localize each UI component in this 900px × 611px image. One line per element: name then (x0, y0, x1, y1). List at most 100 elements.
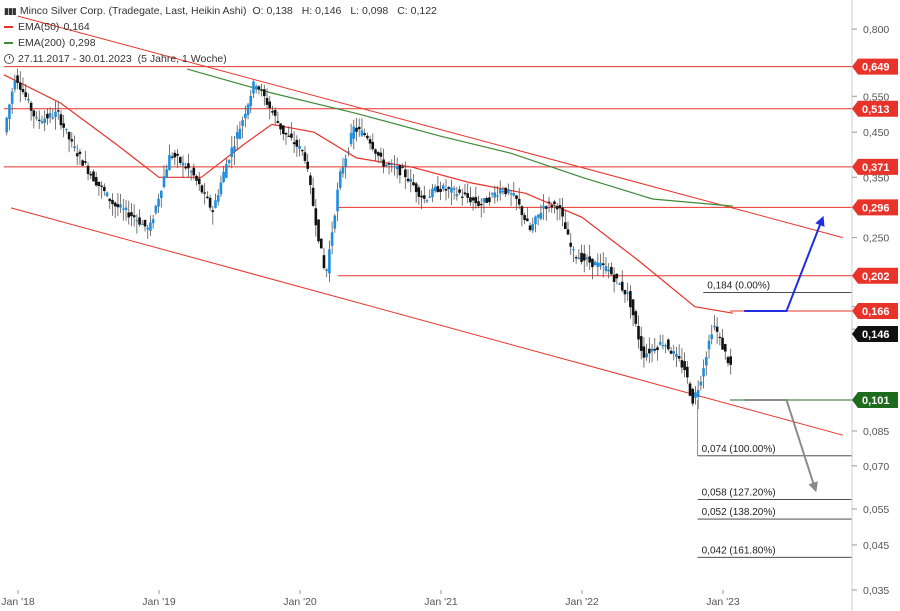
fib-label: 0,042 (161.80%) (702, 545, 776, 556)
y-tick-label: 0,450 (863, 127, 889, 139)
level-0101-badge-label: 0,101 (862, 395, 890, 407)
candle-up (35, 117, 38, 119)
candle-down (59, 114, 63, 126)
candle-up (450, 187, 453, 193)
candle-down (479, 203, 483, 206)
candle-down (715, 326, 719, 332)
candle-down (555, 206, 559, 210)
candle-up (713, 325, 716, 328)
candle-down (721, 337, 724, 350)
candle-down (94, 177, 98, 186)
candle-up (658, 341, 662, 345)
level-0166-badge-label: 0,166 (862, 306, 890, 318)
y-tick-label: 0,250 (863, 233, 889, 245)
candle-up (482, 198, 486, 203)
candle-up (596, 262, 600, 267)
candle-down (300, 149, 304, 152)
candle-up (390, 163, 394, 165)
candle-up (496, 195, 499, 197)
candle-down (46, 113, 49, 119)
candle-up (349, 133, 353, 144)
candle-up (650, 348, 654, 352)
candle-down (471, 197, 475, 201)
legend-title: Minco Silver Corp. (Tradegate, Last, Hei… (19, 5, 247, 17)
candle-down (366, 135, 369, 139)
candle-up (512, 193, 516, 196)
candle-down (103, 186, 106, 192)
candle-down (504, 187, 507, 195)
legend-ohlc: O: 0,138 H: 0,146 L: 0,098 C: 0,122 (252, 3, 436, 19)
fib-label: 0,058 (127.20%) (702, 487, 776, 498)
candle-up (162, 176, 166, 188)
candle-down (620, 281, 624, 291)
x-tick-label: Jan '20 (283, 596, 317, 608)
candle-down (420, 195, 423, 198)
candle-up (219, 182, 223, 195)
candle-up (710, 334, 714, 340)
candle-up (65, 128, 68, 130)
candle-up (664, 345, 667, 347)
candle-down (100, 185, 103, 187)
candle-up (534, 216, 537, 225)
candle-down (677, 356, 681, 359)
candle-up (672, 351, 676, 354)
ema200-value: 0,298 (69, 37, 96, 49)
candle-up (333, 215, 337, 229)
candle-down (515, 195, 518, 199)
candle-down (610, 266, 613, 275)
candle-up (298, 145, 301, 149)
candle-up (336, 189, 339, 212)
candle-down (29, 102, 33, 111)
candles (5, 68, 733, 410)
ema50-value: 0,164 (63, 21, 90, 33)
level-0513-badge (852, 100, 898, 117)
candle-up (425, 200, 429, 202)
candle-up (347, 151, 350, 153)
candle-down (547, 201, 551, 203)
candle-up (235, 132, 239, 139)
x-axis: Jan '18 Jan '19 Jan '20 Jan '21 Jan '22 Jan '… (1, 590, 740, 608)
candle-down (173, 152, 177, 158)
candle-down (211, 210, 215, 212)
candle-up (246, 104, 250, 116)
candle-down (303, 152, 307, 161)
candle-down (667, 339, 670, 350)
legend-title-row: ▮▮▮ Minco Silver Corp. (Tradegate, Last,… (4, 3, 437, 19)
candle-down (523, 215, 526, 221)
candle-down (642, 346, 646, 358)
candle-down (127, 212, 131, 218)
candle-up (661, 345, 665, 347)
candle-down (634, 311, 638, 324)
level-0296-badge-label: 0,296 (862, 202, 890, 214)
candle-down (553, 201, 556, 204)
candle-down (92, 171, 95, 182)
candle-down (197, 178, 201, 185)
candle-down (276, 121, 280, 123)
legend-low: L: 0,098 (350, 5, 389, 17)
y-tick-label: 0,550 (863, 91, 889, 103)
candle-up (51, 117, 55, 119)
candle-up (385, 164, 388, 166)
candle-down (89, 173, 93, 176)
level-0649-badge (852, 58, 898, 75)
candle-down (591, 258, 594, 268)
legend-period: (5 Jahre, 1 Woche) (137, 53, 227, 65)
candle-down (130, 212, 133, 217)
candle-up (352, 126, 356, 139)
candle-down (379, 152, 383, 157)
candle-up (222, 171, 225, 182)
candle-up (230, 147, 234, 157)
candle-down (718, 336, 722, 339)
candle-down (648, 348, 651, 354)
candle-down (561, 207, 564, 217)
candle-up (27, 98, 30, 101)
candle-up (699, 381, 703, 386)
level-0649-badge-label: 0,649 (862, 62, 890, 74)
candle-down (528, 225, 532, 230)
candle-up (157, 198, 160, 207)
candle-up (498, 188, 502, 194)
legend-range-row: 27.11.2017 - 30.01.2023 (5 Jahre, 1 Woch… (4, 51, 437, 67)
candle-up (428, 196, 432, 198)
candle-down (62, 123, 65, 128)
